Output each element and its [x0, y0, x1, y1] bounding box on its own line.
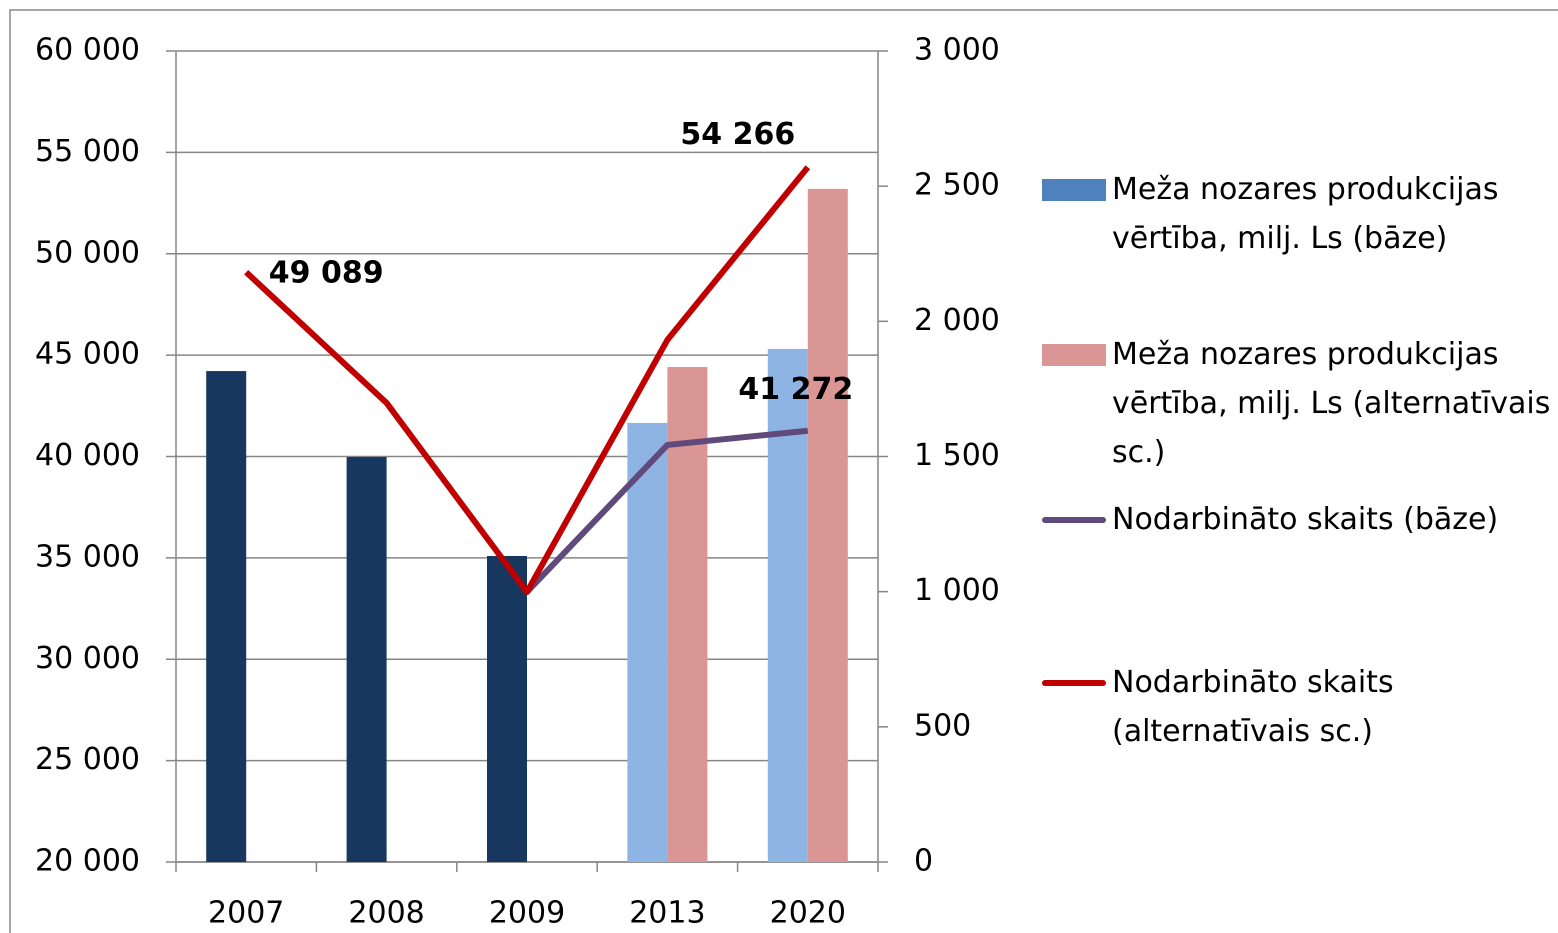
y-tick-label: 40 000	[35, 438, 140, 473]
y2-tick-label: 3 000	[914, 33, 1000, 68]
bar	[206, 371, 247, 862]
x-tick-label: 2009	[489, 896, 565, 931]
y2-tick-label: 2 000	[914, 303, 1000, 338]
bar	[346, 457, 387, 862]
y-tick-label: 30 000	[35, 641, 140, 676]
legend-swatch	[1042, 517, 1106, 523]
y-tick-label: 45 000	[35, 337, 140, 372]
line	[524, 427, 809, 595]
data-label: 49 089	[269, 256, 384, 291]
y-tick-label: 35 000	[35, 539, 140, 574]
data-label: 54 266	[680, 117, 795, 152]
legend-label: Nodarbināto skaits (alternatīvais sc.)	[1112, 665, 1394, 749]
y-tick-label: 55 000	[35, 134, 140, 169]
legend-label: Nodarbināto skaits (bāze)	[1112, 502, 1499, 537]
data-label: 41 272	[738, 372, 853, 407]
legend-label: Meža nozares produkcijas vērtība, milj. …	[1112, 337, 1551, 470]
y2-tick-label: 1 500	[914, 438, 1000, 473]
y-tick-label: 60 000	[35, 33, 140, 68]
y2-tick-label: 500	[914, 708, 971, 743]
bar	[487, 555, 527, 862]
legend-swatch	[1042, 179, 1106, 201]
x-tick-label: 2020	[770, 896, 846, 931]
y2-tick-label: 2 500	[914, 168, 1000, 203]
legend-label: Meža nozares produkcijas vērtība, milj. …	[1112, 172, 1499, 256]
chart-border	[9, 9, 1558, 933]
y-tick-label: 20 000	[35, 844, 140, 879]
y2-tick-label: 0	[914, 844, 933, 879]
x-tick-label: 2007	[208, 896, 284, 931]
x-tick-label: 2013	[629, 896, 705, 931]
x-tick-label: 2008	[348, 896, 424, 931]
bar	[807, 188, 848, 862]
line	[244, 165, 811, 595]
bar	[627, 422, 668, 862]
legend-swatch	[1042, 680, 1106, 686]
y2-tick-label: 1 000	[914, 573, 1000, 608]
y-tick-label: 50 000	[35, 235, 140, 270]
bar	[667, 367, 708, 862]
legend-swatch	[1042, 344, 1106, 366]
y-tick-label: 25 000	[35, 742, 140, 777]
bar	[767, 348, 808, 862]
